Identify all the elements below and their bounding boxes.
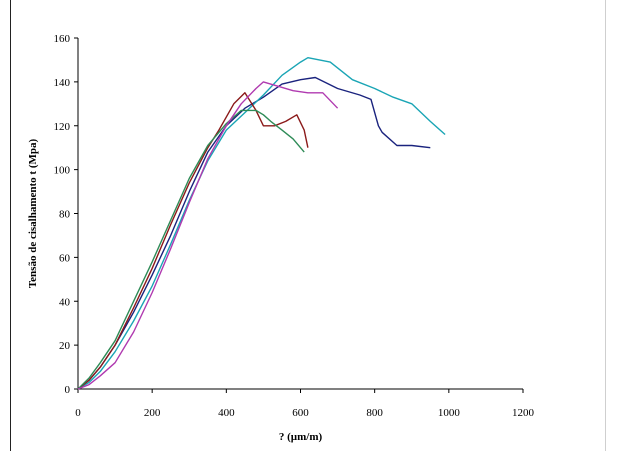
y-tick-label: 40 [59,296,71,308]
x-tick-label: 0 [75,407,81,419]
y-tick-label: 80 [59,209,71,221]
series-line-3 [77,92,309,390]
x-tick-label: 1200 [512,407,535,419]
y-tick-label: 160 [54,33,71,45]
x-tick-label: 200 [144,407,161,419]
series-line-1 [77,76,431,390]
y-tick-label: 20 [59,340,71,352]
y-tick-label: 140 [54,77,71,89]
series-line-5 [77,81,339,390]
y-tick-label: 120 [54,121,71,133]
frame-right-border [605,0,606,451]
plot-area [77,57,446,390]
y-axis-label: Tensão de cisalhamento t (Mpa) [27,139,39,289]
x-tick-label: 400 [218,407,235,419]
y-tick-label: 60 [59,252,71,264]
series-line-2 [77,57,446,390]
x-tick-label: 800 [366,407,383,419]
axes: 0 20 40 60 80 100 120 140 160 0 200 400 600 800 1000 12… [54,33,535,419]
x-axis-label: ? (µm/m) [279,431,323,443]
frame-left-border [10,0,11,451]
x-tick-label: 600 [292,407,309,419]
y-tick-label: 100 [54,165,71,177]
x-tick-label: 1000 [438,407,461,419]
series-line-4 [77,109,305,390]
y-tick-label: 0 [65,384,71,396]
